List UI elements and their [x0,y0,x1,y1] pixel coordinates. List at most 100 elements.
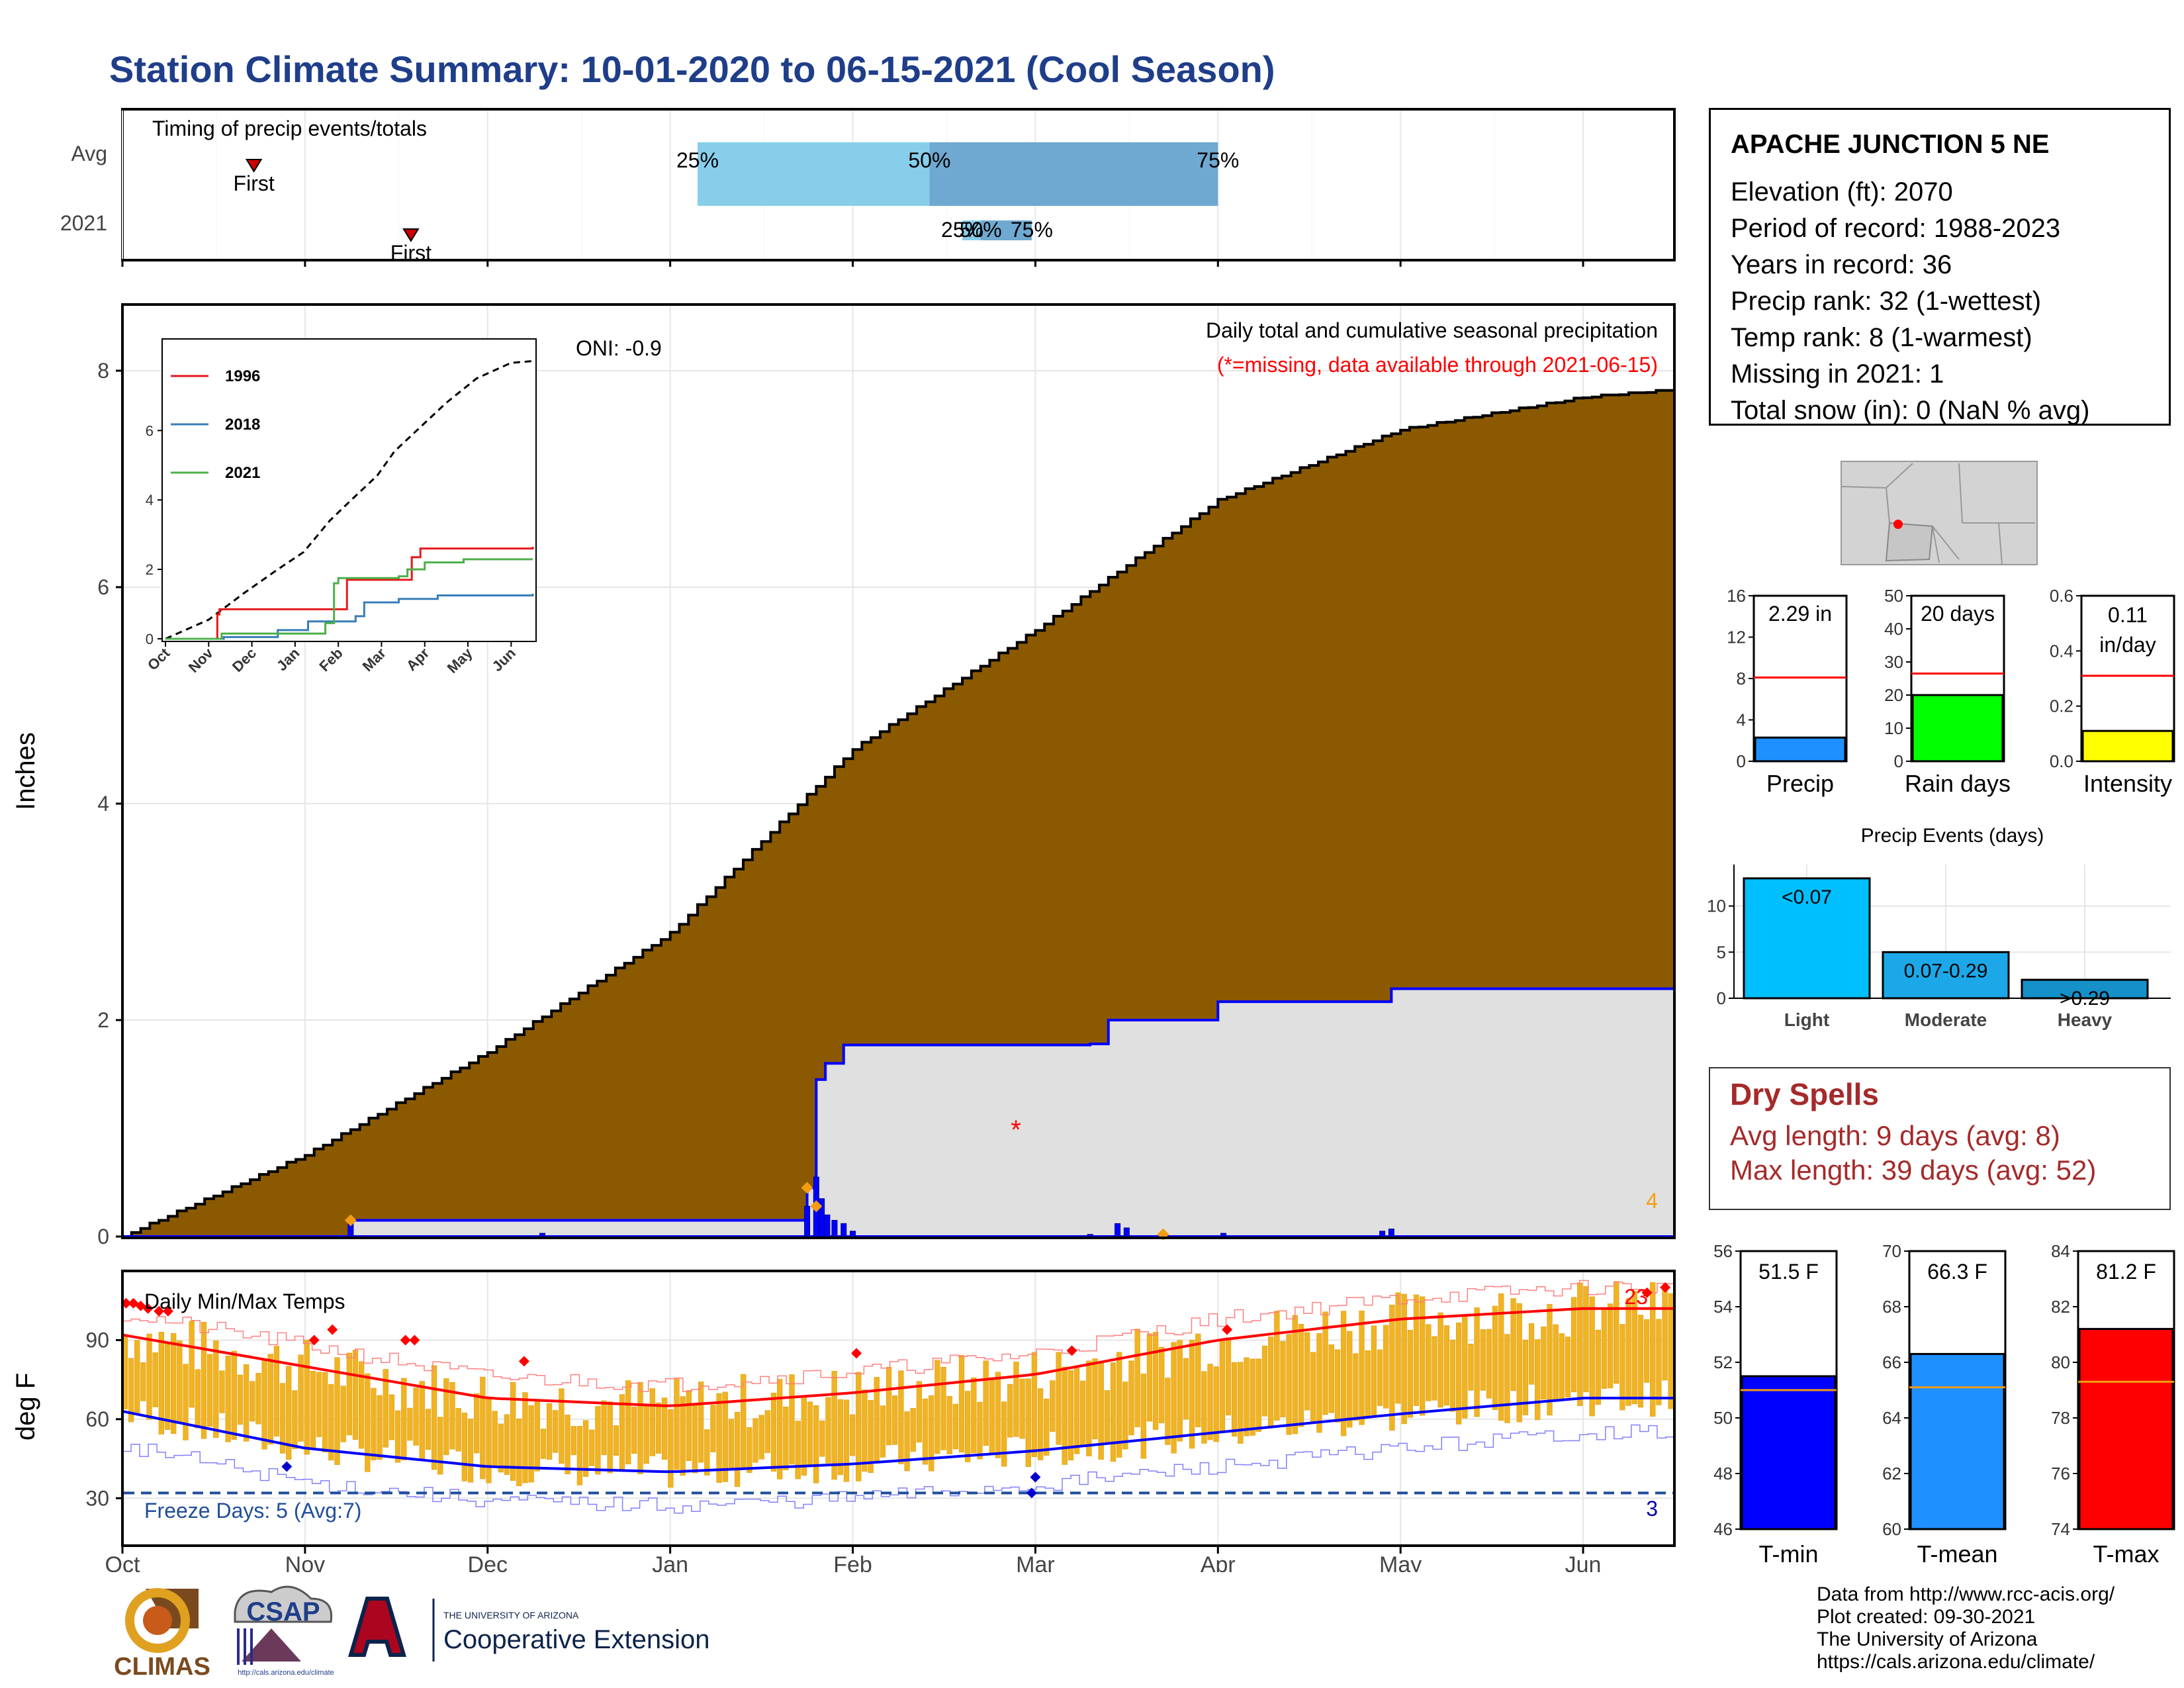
daily-temp-bar [328,1383,334,1461]
daily-temp-bar [1238,1362,1244,1444]
daily-temp-bar [686,1390,692,1461]
daily-temp-bar [164,1342,171,1430]
daily-temp-bar [764,1410,771,1453]
daily-temp-bar [576,1426,583,1485]
daily-temp-bar [231,1350,237,1440]
daily-precip-bar [841,1223,847,1237]
mini-chart-tick-label: 8 [1737,669,1746,688]
daily-temp-bar [1420,1296,1426,1416]
station-period: Period of record: 1988-2023 [1731,214,2061,243]
hot-day-marker [518,1356,529,1367]
precip-panel: * Daily total and cumulative seasonal pr… [11,303,1676,1244]
daily-temp-bar [1165,1378,1171,1445]
daily-temp-bar [1013,1362,1019,1437]
hot-day-marker [400,1335,411,1346]
month-tick-label: Nov [285,1552,325,1572]
daily-temp-bar [1455,1323,1462,1425]
daily-temp-bar [443,1378,449,1456]
daily-temp-bar [783,1407,789,1470]
temp-summary-value-label: 81.2 F [2096,1260,2156,1284]
daily-temp-bar [1104,1390,1110,1445]
daily-temp-bar [534,1401,540,1472]
daily-temp-bar [1656,1319,1662,1405]
daily-temp-bar [655,1402,662,1454]
mini-chart-tick-label: 10 [1884,718,1903,738]
daily-temp-bar [971,1377,977,1454]
temp-summary-value-label: 66.3 F [1927,1260,1987,1284]
daily-temp-bar [1589,1296,1595,1417]
temp-summary-tick-label: 54 [1713,1297,1733,1317]
inset-line-2018 [165,593,534,640]
daily-temp-bar [680,1396,686,1476]
daily-temp-bar [698,1382,704,1463]
daily-temp-bar [952,1403,958,1450]
daily-temp-bar [940,1367,946,1450]
avg-min-line [122,1397,1674,1474]
dry-max-length: Max length: 39 days (avg: 52) [1730,1154,2097,1186]
ua-big-text: Cooperative Extension [443,1625,709,1654]
daily-precip-bar [1115,1223,1121,1237]
hot-day-marker [162,1305,173,1317]
daily-precip-bar [539,1233,546,1237]
timing-box-q25-q50 [698,142,930,206]
temp-summary-tick-label: 66 [1882,1352,1901,1372]
daily-temp-bar [377,1395,383,1460]
temp-summary-bar [2078,1328,2174,1530]
timing-q25-label: 25% [941,218,983,242]
precip-y-tick-label: 4 [97,792,109,816]
temp-summary-tick-label: 78 [2051,1408,2070,1428]
daily-temp-bar [813,1405,819,1483]
daily-temp-bar [1080,1380,1086,1446]
events-bar [1743,877,1871,1000]
precip-y-tick-label: 6 [97,575,109,599]
daily-temp-bar [206,1354,213,1427]
daily-temp-bar [510,1382,516,1481]
daily-temp-bar [637,1382,643,1475]
events-bar-label: <0.07 [1782,886,1832,908]
daily-temp-bar [371,1387,377,1460]
events-bar [1882,951,2010,1000]
daily-temp-bar [388,1394,395,1440]
daily-temp-bar [522,1392,528,1483]
dry-avg-length: Avg length: 9 days (avg: 8) [1730,1120,2060,1151]
hot-day-marker [142,1303,154,1314]
precip-y-tick-label: 0 [97,1225,109,1244]
missing-marker: * [1011,1115,1021,1145]
timing-row-avg-label: Avg [71,142,107,165]
daily-temp-bar [904,1411,910,1472]
daily-temp-bar [1255,1358,1261,1432]
daily-temp-bar [1389,1305,1395,1431]
temp-summary-tick-label: 68 [1882,1297,1901,1317]
mini-chart-bar [1754,736,1846,763]
daily-temp-bar [237,1374,244,1425]
daily-temp-bar [1086,1360,1092,1456]
month-tick-label: Jan [652,1552,688,1572]
daily-temp-bar [1413,1294,1420,1406]
cold-day-marker [1030,1472,1041,1483]
station-snow: Total snow (in): 0 (NaN % avg) [1731,396,2090,425]
temp-y-axis-label: deg F [11,1373,40,1440]
daily-temp-bar [455,1408,461,1452]
mini-chart-tick-label: 12 [1727,628,1746,647]
daily-temp-bar [413,1387,419,1446]
logos: CLIMAS CSAP http://cals.arizona.edu/clim… [114,1585,709,1681]
daily-temp-bar [1134,1329,1140,1427]
daily-temp-bar [1619,1324,1625,1411]
daily-temp-bar [831,1371,837,1480]
events-tick-label: 5 [1717,942,1726,962]
temp-summary-tick-label: 48 [1713,1464,1733,1483]
hot-day-marker [1066,1345,1077,1356]
daily-precip-bar [1388,1229,1394,1237]
daily-temp-bar [570,1426,576,1456]
daily-temp-bar [789,1374,795,1465]
daily-temp-bar [1171,1342,1177,1454]
daily-temp-bar [1559,1333,1565,1401]
daily-temp-bar [540,1429,547,1459]
temp-summary-label: T-mean [1917,1540,1997,1568]
mini-chart-tick-label: 0.2 [2050,696,2073,716]
daily-temp-bar [801,1397,807,1476]
daily-temp-bar [922,1398,929,1465]
daily-temp-bar [880,1405,886,1458]
mini-chart-value-unit: in/day [2099,633,2156,657]
inset-legend-label: 2021 [225,464,260,482]
